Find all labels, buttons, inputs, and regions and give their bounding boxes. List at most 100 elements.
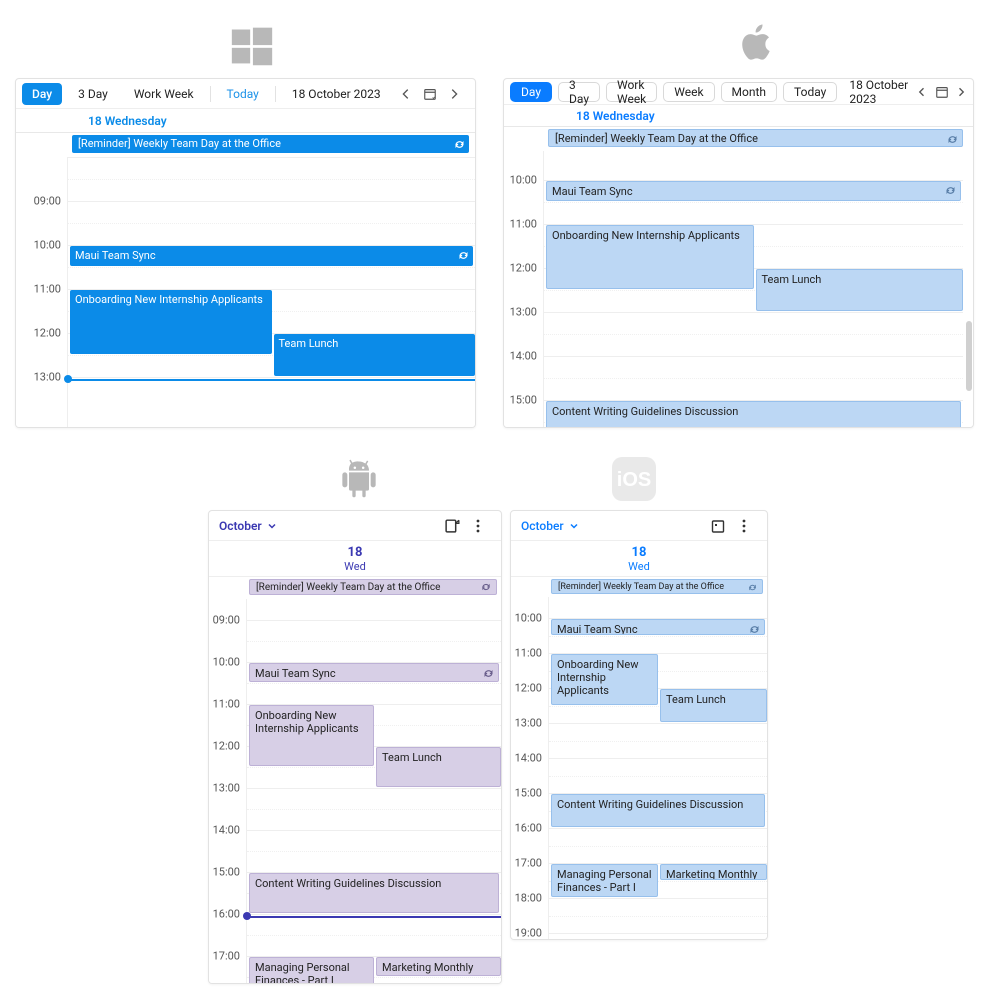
chevron-right-icon[interactable]: [955, 83, 967, 101]
time-label: 10:00: [515, 612, 542, 625]
time-label: 13:00: [213, 782, 240, 795]
half-hour-line: [549, 741, 767, 742]
label: Today: [227, 87, 259, 101]
half-hour-line: [247, 683, 501, 684]
current-time-dot: [243, 912, 251, 920]
recurring-icon: [944, 185, 956, 197]
apple-icon: [732, 18, 780, 66]
label: October: [521, 519, 564, 533]
ios-header: October: [511, 511, 767, 541]
win-view-day[interactable]: Day: [22, 83, 62, 105]
time-label: 12:00: [34, 327, 61, 340]
hour-line: [68, 377, 475, 378]
calendar-event[interactable]: Onboarding New Internship Applicants: [70, 290, 272, 354]
hour-line: [68, 201, 475, 202]
mac-view-day[interactable]: Day: [510, 82, 552, 102]
hour-line: [247, 830, 501, 831]
time-label: 19:00: [515, 927, 542, 940]
mac-view-month[interactable]: Month: [721, 82, 777, 102]
hour-line: [544, 312, 963, 313]
win-toolbar: Day 3 Day Work Week Today 18 October 202…: [16, 79, 475, 109]
event-title: [Reminder] Weekly Team Day at the Office: [256, 582, 440, 593]
calendar-event[interactable]: Marketing Monthly Sync: [660, 864, 767, 880]
today-jump-icon[interactable]: [439, 513, 465, 539]
calendar-event[interactable]: Onboarding New Internship Applicants: [551, 654, 658, 705]
more-vert-icon[interactable]: [465, 513, 491, 539]
day-number: 18: [348, 545, 363, 560]
win-today-button[interactable]: Today: [217, 83, 269, 105]
event-title: Onboarding New Internship Applicants: [255, 709, 359, 735]
time-label: 12:00: [510, 261, 537, 274]
half-hour-line: [549, 636, 767, 637]
hour-grid: Maui Team Sync Onboarding New Internship …: [68, 157, 475, 427]
hour-grid: Maui Team Sync Onboarding New Internship …: [544, 151, 963, 427]
calendar-event[interactable]: Content Writing Guidelines Discussion: [249, 873, 499, 913]
label: Work Week: [617, 78, 646, 106]
event-title: Maui Team Sync: [552, 185, 633, 198]
separator: [210, 86, 211, 102]
time-column: 10:0011:0012:0013:0014:0015:00: [504, 151, 544, 427]
calendar-event[interactable]: Managing Personal Finances - Part I: [249, 957, 374, 984]
label: Day: [521, 85, 541, 99]
android-month-dropdown[interactable]: October: [219, 519, 278, 533]
calendar-event[interactable]: Marketing Monthly Sync: [376, 957, 501, 976]
calendar-dropdown-icon[interactable]: [421, 85, 439, 103]
time-label: 18:00: [515, 892, 542, 905]
chevron-left-icon[interactable]: [397, 85, 415, 103]
win-day-header: 18 Wednesday: [16, 109, 475, 133]
hour-line: [247, 788, 501, 789]
time-label: 10:00: [213, 656, 240, 669]
calendar-event[interactable]: Team Lunch: [376, 747, 501, 787]
event-title: Marketing Monthly Sync: [666, 868, 757, 880]
calendar-event[interactable]: Team Lunch: [274, 334, 476, 376]
time-label: 11:00: [510, 217, 537, 230]
time-label: 15:00: [515, 787, 542, 800]
hour-line: [549, 828, 767, 829]
mac-view-week[interactable]: Week: [663, 82, 714, 102]
calendar-event[interactable]: Maui Team Sync: [546, 181, 961, 201]
ios-allday-event[interactable]: [Reminder] Weekly Team Day at the Office: [551, 579, 763, 594]
mac-view-workweek[interactable]: Work Week: [606, 82, 657, 102]
ios-day-header: 18 Wed: [511, 541, 767, 577]
android-allday-event[interactable]: [Reminder] Weekly Team Day at the Office: [249, 579, 497, 595]
calendar-event[interactable]: Maui Team Sync: [249, 663, 499, 682]
win-allday-event[interactable]: [Reminder] Weekly Team Day at the Office: [72, 135, 469, 153]
recurring-icon: [453, 138, 465, 150]
event-title: Content Writing Guidelines Discussion: [255, 877, 441, 890]
event-title: Managing Personal Finances - Part I: [255, 961, 350, 984]
calendar-event[interactable]: Maui Team Sync: [70, 246, 473, 266]
hour-line: [549, 758, 767, 759]
mac-allday-event[interactable]: [Reminder] Weekly Team Day at the Office: [548, 129, 963, 147]
chevron-right-icon[interactable]: [445, 85, 463, 103]
scrollbar-thumb[interactable]: [966, 321, 972, 391]
calendar-event[interactable]: Onboarding New Internship Applicants: [249, 705, 374, 766]
calendar-event[interactable]: Content Writing Guidelines Discussion: [546, 401, 961, 428]
chevron-left-icon[interactable]: [916, 83, 928, 101]
calendar-event[interactable]: Content Writing Guidelines Discussion: [551, 794, 765, 827]
calendar-event[interactable]: Managing Personal Finances - Part I: [551, 864, 658, 897]
calendar-dropdown-icon[interactable]: [935, 83, 949, 101]
event-title: Team Lunch: [762, 273, 822, 286]
label: October: [219, 519, 262, 533]
hour-grid: Maui Team Sync Onboarding New Internship …: [247, 599, 501, 983]
win-view-3day[interactable]: 3 Day: [68, 83, 118, 105]
calendar-event[interactable]: Maui Team Sync: [551, 619, 765, 635]
event-title: Onboarding New Internship Applicants: [552, 229, 740, 242]
time-label: 17:00: [213, 950, 240, 963]
half-hour-line: [68, 267, 475, 268]
calendar-event[interactable]: Team Lunch: [660, 689, 767, 722]
current-time-dot: [64, 375, 72, 383]
windows-calendar: Day 3 Day Work Week Today 18 October 202…: [15, 78, 476, 428]
today-jump-icon[interactable]: [705, 513, 731, 539]
mac-view-3day[interactable]: 3 Day: [558, 82, 600, 102]
ios-month-dropdown[interactable]: October: [521, 519, 580, 533]
calendar-event[interactable]: Team Lunch: [756, 269, 964, 311]
win-view-workweek[interactable]: Work Week: [124, 83, 204, 105]
more-vert-icon[interactable]: [731, 513, 757, 539]
calendar-event[interactable]: Onboarding New Internship Applicants: [546, 225, 754, 289]
mac-calendar: Day 3 Day Work Week Week Month Today 18 …: [503, 78, 974, 428]
half-hour-line: [247, 809, 501, 810]
mac-today-button[interactable]: Today: [783, 82, 837, 102]
hour-line: [247, 914, 501, 915]
event-title: Team Lunch: [279, 337, 339, 350]
